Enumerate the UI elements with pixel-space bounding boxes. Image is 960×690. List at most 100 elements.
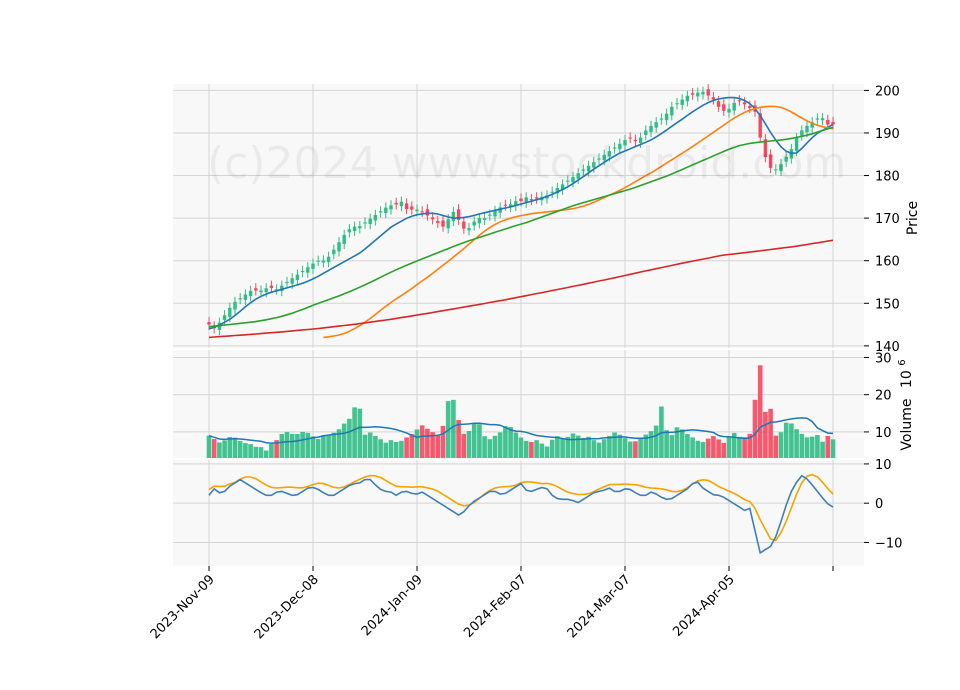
volume-bar [752,399,758,458]
volume-bar [815,435,820,458]
volume-bar [638,437,643,458]
candle-body [820,118,825,121]
candle-body [285,282,289,284]
volume-bar [289,433,295,458]
volume-bar [549,439,555,458]
candle-body [311,263,315,269]
candle-body [337,242,341,252]
volume-bar [362,434,368,458]
volume-bar [295,434,300,458]
candle-body [290,278,294,284]
candle-body [779,164,783,172]
candle-body [243,294,248,300]
candle-body [659,118,664,120]
candle-body [560,184,565,190]
volume-bar [461,433,467,458]
candle-body [389,205,393,210]
volume-bar [237,441,243,458]
volume-bar [653,425,659,458]
candle-body [420,211,424,213]
candle-body [514,201,518,206]
volume-bar [534,440,539,458]
volume-bar [627,441,633,458]
candle-body [373,215,378,221]
volume-bar [482,436,487,458]
candle-body [347,229,352,233]
candle-body [680,99,684,105]
volume-bar [492,435,498,458]
candle-body [722,104,726,111]
volume-bar [716,439,721,458]
candle-body [477,218,482,224]
volume-bar [326,435,331,458]
candle-body [316,260,320,262]
volume-panel: 10 20 30 [173,350,892,458]
volume-bar [258,447,264,458]
volume-bar [731,432,737,458]
volume-bar [700,442,706,458]
volume-bar [726,436,732,458]
macd-axis-tick-label: 0 [875,497,883,512]
volume-bar [414,429,420,458]
x-tick-label: 2024-Mar-07 [565,572,634,641]
x-tick-label: 2023-Dec-08 [252,572,322,642]
volume-bar [274,440,279,458]
candle-body [233,301,237,310]
candle-body [493,211,497,217]
candle-body [456,209,461,220]
candle-body [638,137,643,143]
candle-body [644,130,648,135]
volume-bar [315,439,321,458]
candle-body [685,95,690,102]
volume-bar [471,423,477,458]
candle-body [623,140,627,146]
price-axis-tick-label: 180 [875,170,900,185]
candle-body [436,220,440,223]
volume-bar [508,427,513,458]
volume-bar [799,433,805,458]
candle-body [675,103,679,105]
volume-bar [601,439,607,458]
price-axis-tick-label: 140 [875,340,900,355]
candle-body [794,138,799,151]
volume-bar [341,423,347,458]
candle-body [352,226,357,231]
volume-bar [763,411,768,458]
candle-body [696,92,700,97]
candle-body [529,199,534,201]
candle-body [555,188,560,194]
volume-average-line [208,417,834,444]
candle-body [826,119,830,125]
candle-body [737,100,742,102]
candle-body [628,137,632,139]
volume-bar [695,440,701,458]
volume-bar [425,428,430,458]
candle-body [222,315,227,321]
candle-body [690,93,695,95]
volume-bar [357,408,363,458]
candle-body [306,267,310,273]
candle-body [498,207,502,213]
volume-bar [555,436,560,458]
candle-body [207,322,211,325]
volume-bar [783,422,789,458]
volume-bar [222,440,227,458]
volume-bar [685,434,690,458]
volume-bar [253,446,259,458]
volume-bar [419,425,425,458]
candle-body [706,89,710,96]
volume-bar [565,436,571,458]
volume-axis-tick-label: 10 [875,426,892,441]
volume-bar [778,432,784,458]
candle-body [482,218,487,220]
volume-bar [539,443,545,458]
candle-body [508,204,513,208]
volume-bar [383,442,389,458]
candle-body [602,154,606,161]
volume-bar [206,435,212,458]
volume-bar [232,437,238,458]
volume-bar [217,442,222,458]
candle-body [368,218,372,225]
volume-bar [518,437,524,458]
candle-body [300,270,305,273]
